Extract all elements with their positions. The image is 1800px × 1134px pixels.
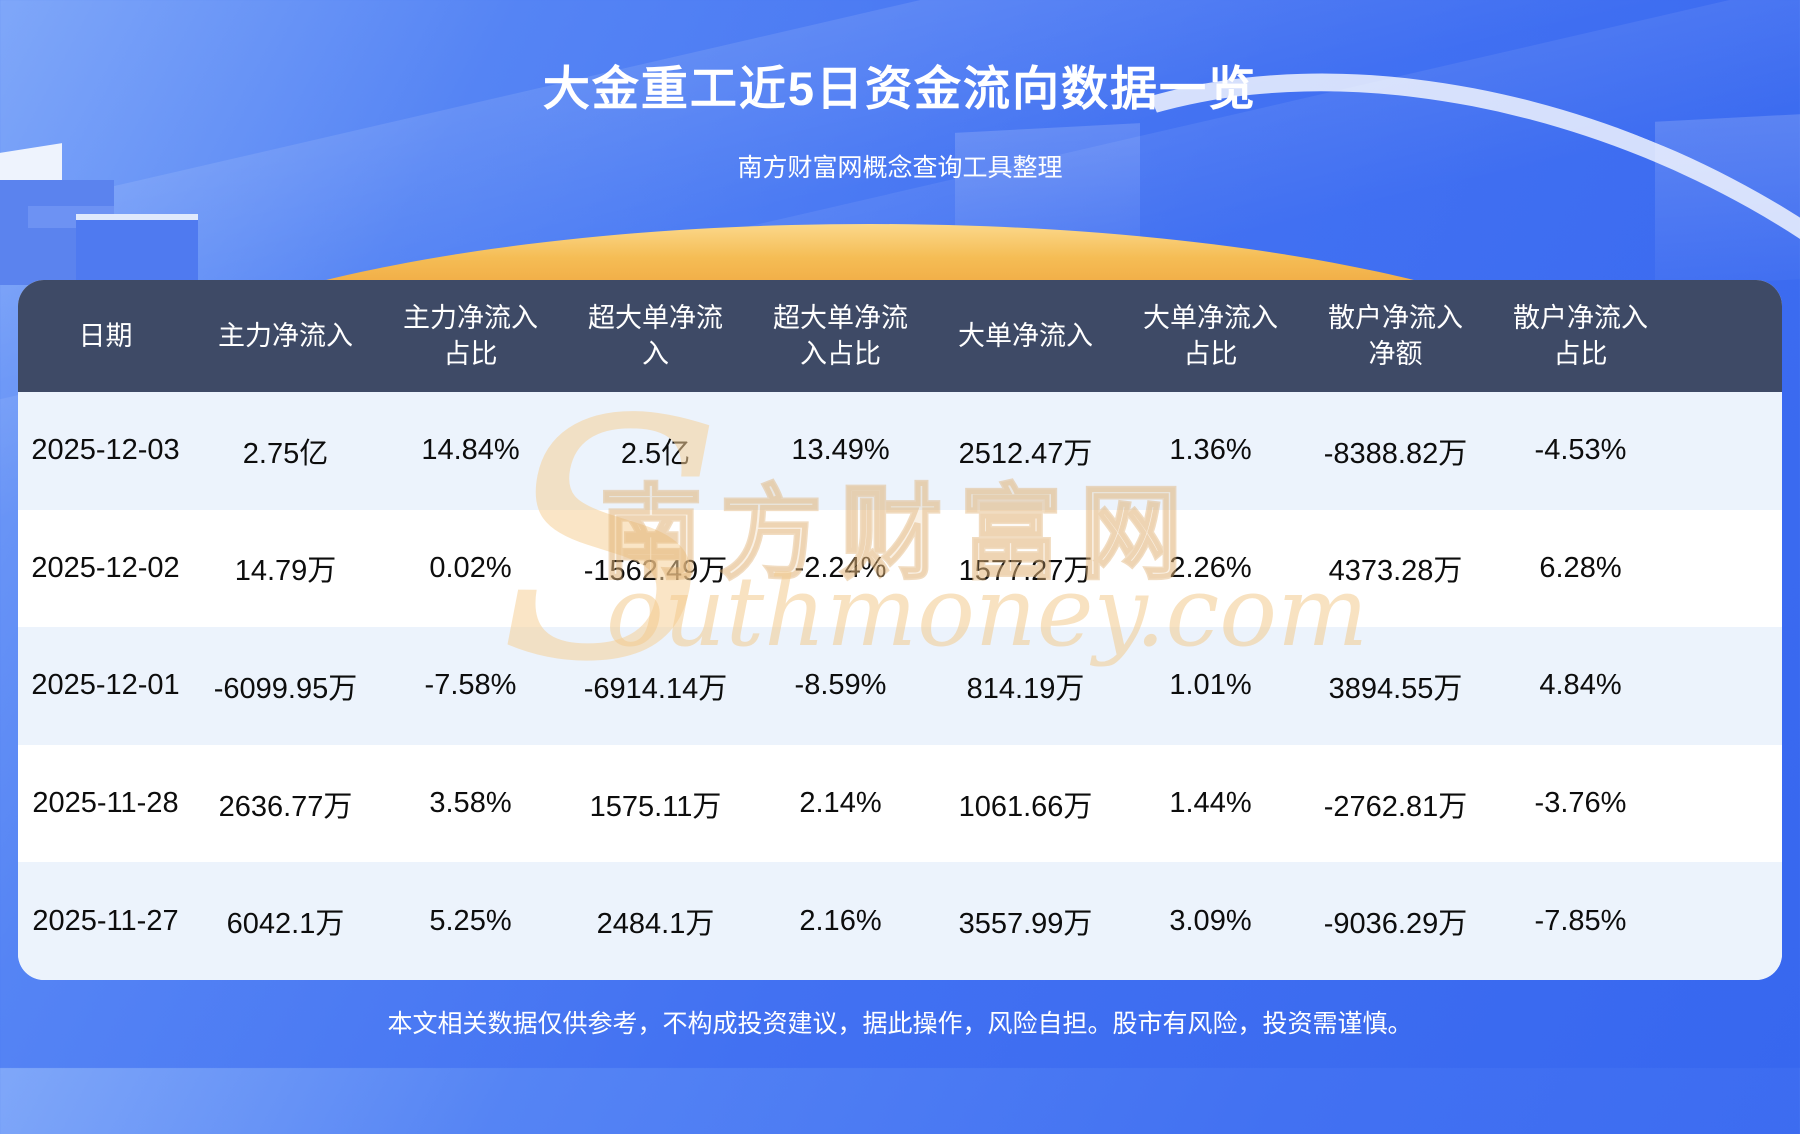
cell-large-order-net-inflow: 814.19万 bbox=[966, 672, 1085, 705]
cell-main-net-inflow: -6099.95万 bbox=[213, 672, 358, 705]
table-row: 2025-11-27 6042.1万 5.25% 2484.1万 2.16% 3… bbox=[18, 862, 1782, 980]
cell-xl-order-net-inflow: 2.5亿 bbox=[620, 437, 691, 470]
cell-xl-order-net-inflow: -6914.14万 bbox=[583, 672, 728, 705]
header-cell-spacer bbox=[1673, 280, 1782, 392]
cell-retail-net-inflow-ratio: -7.85% bbox=[1534, 904, 1627, 937]
header-cell-xl-order-net-inflow: 超大单净流 入 bbox=[563, 280, 748, 392]
cell-large-order-net-inflow: 3557.99万 bbox=[958, 908, 1093, 941]
cell-main-net-inflow-ratio: 0.02% bbox=[429, 551, 512, 584]
table-row: 2025-12-03 2.75亿 14.84% 2.5亿 13.49% 2512… bbox=[18, 392, 1782, 510]
cell-xl-order-net-inflow-ratio: -8.59% bbox=[794, 669, 887, 702]
cell-date: 2025-11-28 bbox=[32, 787, 179, 820]
cell-main-net-inflow: 2.75亿 bbox=[242, 437, 329, 470]
table-row: 2025-12-01 -6099.95万 -7.58% -6914.14万 -8… bbox=[18, 627, 1782, 745]
page-title: 大金重工近5日资金流向数据一览 bbox=[542, 62, 1258, 115]
cell-retail-net-inflow: -2762.81万 bbox=[1323, 790, 1468, 823]
cell-retail-net-inflow: -8388.82万 bbox=[1323, 437, 1468, 470]
cell-main-net-inflow: 14.79万 bbox=[234, 555, 337, 588]
cell-large-order-net-inflow-ratio: 1.01% bbox=[1169, 669, 1252, 702]
cell-large-order-net-inflow: 1061.66万 bbox=[958, 790, 1093, 823]
cell-large-order-net-inflow: 1577.27万 bbox=[958, 555, 1093, 588]
header-cell-main-net-inflow-ratio: 主力净流入 占比 bbox=[378, 280, 563, 392]
cell-xl-order-net-inflow-ratio: -2.24% bbox=[794, 551, 887, 584]
header-cell-xl-order-net-inflow-ratio: 超大单净流 入占比 bbox=[748, 280, 933, 392]
header-cell-retail-net-inflow-ratio: 散户净流入 占比 bbox=[1488, 280, 1673, 392]
cell-retail-net-inflow-ratio: -3.76% bbox=[1534, 787, 1627, 820]
header-cell-date: 日期 bbox=[18, 280, 193, 392]
table-header-row: 日期 主力净流入 主力净流入 占比 超大单净流 入 超大单净流 入占比 bbox=[18, 280, 1782, 392]
cell-retail-net-inflow: 4373.28万 bbox=[1328, 555, 1463, 588]
cell-main-net-inflow: 2636.77万 bbox=[218, 790, 353, 823]
cell-xl-order-net-inflow-ratio: 2.14% bbox=[799, 787, 882, 820]
cell-xl-order-net-inflow: 2484.1万 bbox=[596, 908, 715, 941]
fund-flow-table: 日期 主力净流入 主力净流入 占比 超大单净流 入 超大单净流 入占比 bbox=[18, 280, 1782, 980]
cell-xl-order-net-inflow-ratio: 2.16% bbox=[799, 904, 882, 937]
cell-date: 2025-11-27 bbox=[32, 904, 179, 937]
cell-date: 2025-12-03 bbox=[31, 434, 180, 467]
cell-main-net-inflow-ratio: 14.84% bbox=[421, 434, 520, 467]
decor-building-block bbox=[76, 214, 198, 292]
cell-large-order-net-inflow-ratio: 1.36% bbox=[1169, 434, 1252, 467]
cell-spacer bbox=[1673, 627, 1782, 745]
cell-large-order-net-inflow-ratio: 3.09% bbox=[1169, 904, 1252, 937]
cell-spacer bbox=[1673, 392, 1782, 510]
table-row: 2025-11-28 2636.77万 3.58% 1575.11万 2.14%… bbox=[18, 744, 1782, 863]
cell-xl-order-net-inflow-ratio: 13.49% bbox=[791, 434, 890, 467]
cell-retail-net-inflow: 3894.55万 bbox=[1328, 672, 1463, 705]
header-cell-large-order-net-inflow: 大单净流入 bbox=[933, 280, 1118, 392]
cell-main-net-inflow-ratio: 5.25% bbox=[429, 904, 512, 937]
cell-xl-order-net-inflow: -1562.49万 bbox=[583, 555, 728, 588]
table-row: 2025-12-02 14.79万 0.02% -1562.49万 -2.24%… bbox=[18, 509, 1782, 628]
cell-retail-net-inflow-ratio: -4.53% bbox=[1534, 434, 1627, 467]
cell-large-order-net-inflow-ratio: 1.44% bbox=[1169, 787, 1252, 820]
disclaimer-text: 本文相关数据仅供参考，不构成投资建议，据此操作，风险自担。股市有风险，投资需谨慎… bbox=[387, 1010, 1413, 1038]
cell-spacer bbox=[1673, 510, 1782, 628]
page-subtitle: 南方财富网概念查询工具整理 bbox=[737, 154, 1063, 182]
cell-spacer bbox=[1673, 862, 1782, 980]
cell-retail-net-inflow-ratio: 4.84% bbox=[1539, 669, 1622, 702]
cell-main-net-inflow-ratio: 3.58% bbox=[429, 787, 512, 820]
cell-large-order-net-inflow: 2512.47万 bbox=[958, 437, 1093, 470]
header-cell-large-order-net-inflow-ratio: 大单净流入 占比 bbox=[1118, 280, 1303, 392]
cell-main-net-inflow-ratio: -7.58% bbox=[424, 669, 517, 702]
cell-retail-net-inflow: -9036.29万 bbox=[1323, 908, 1468, 941]
cell-xl-order-net-inflow: 1575.11万 bbox=[589, 790, 722, 823]
cell-main-net-inflow: 6042.1万 bbox=[226, 908, 345, 941]
header-cell-retail-net-inflow: 散户净流入 净额 bbox=[1303, 280, 1488, 392]
cell-retail-net-inflow-ratio: 6.28% bbox=[1539, 551, 1622, 584]
cell-date: 2025-12-01 bbox=[31, 669, 180, 702]
cell-date: 2025-12-02 bbox=[31, 551, 180, 584]
cell-large-order-net-inflow-ratio: 2.26% bbox=[1169, 551, 1252, 584]
header-cell-main-net-inflow: 主力净流入 bbox=[193, 280, 378, 392]
cell-spacer bbox=[1673, 745, 1782, 863]
